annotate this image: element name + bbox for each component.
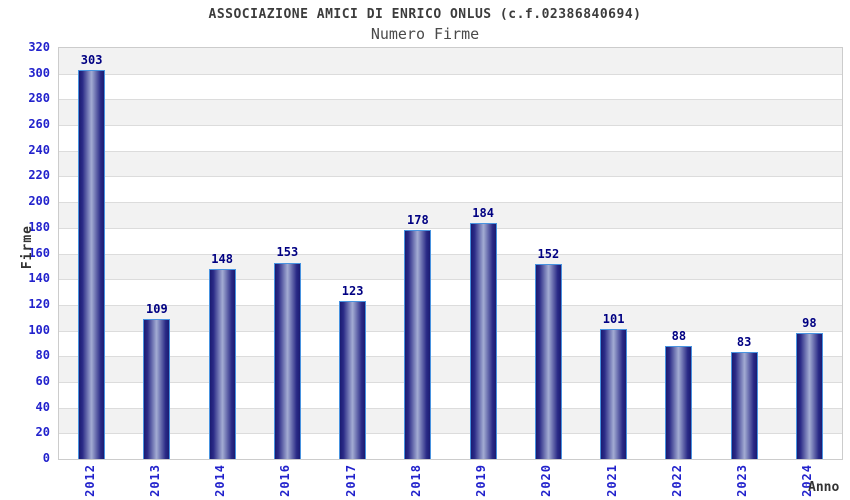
y-tick-label: 180 [28, 219, 50, 234]
grid-band [59, 150, 842, 177]
x-tick-label: 2019 [474, 464, 489, 497]
bar [404, 230, 432, 459]
bar-value-label: 123 [341, 284, 364, 299]
bar-value-label: 153 [276, 245, 299, 260]
x-tick-label: 2017 [343, 464, 358, 497]
bar [339, 301, 367, 459]
y-tick-label: 300 [28, 65, 50, 80]
y-tick-label: 220 [28, 168, 50, 183]
y-tick-label: 80 [35, 348, 50, 363]
y-tick-label: 140 [28, 271, 50, 286]
x-tick-label: 2023 [735, 464, 750, 497]
x-tick-label: 2018 [408, 464, 423, 497]
grid-band [59, 227, 842, 254]
grid-band [59, 99, 842, 126]
grid-band [59, 176, 842, 203]
grid-band [59, 253, 842, 280]
bar-value-label: 98 [802, 316, 817, 331]
bar [78, 69, 106, 459]
bar-value-label: 83 [736, 335, 752, 350]
bar [665, 345, 693, 459]
y-axis-title: Firme [20, 225, 35, 270]
chart-subtitle: Numero Firme [370, 25, 480, 43]
bar [730, 352, 758, 459]
plot-area: 303 109 148 153 123 178 184 152 101 88 83 98 [58, 47, 843, 460]
x-tick-label: 2021 [604, 464, 619, 497]
bar [273, 262, 301, 459]
y-tick-label: 40 [35, 399, 50, 414]
bar-value-label: 303 [80, 52, 103, 67]
y-tick-label: 260 [28, 117, 50, 132]
x-tick-label: 2013 [147, 464, 162, 497]
bar-value-label: 178 [407, 213, 429, 228]
bar [600, 329, 628, 459]
bar [534, 263, 562, 459]
bar [208, 268, 236, 459]
grid-band [59, 202, 842, 228]
bar-value-label: 148 [211, 251, 233, 266]
chart-title: ASSOCIAZIONE AMICI DI ENRICO ONLUS (c.f.… [208, 7, 642, 22]
grid-band [59, 433, 842, 459]
grid-band [59, 330, 842, 357]
y-tick-label: 200 [28, 194, 50, 209]
x-tick-label: 2022 [669, 464, 684, 497]
bar [143, 319, 171, 459]
x-axis-title: Anno [808, 480, 840, 495]
grid-band [59, 125, 842, 151]
y-tick-label: 240 [28, 142, 50, 157]
y-tick-label: 0 [42, 451, 50, 465]
bar-value-label: 88 [671, 328, 687, 343]
bar-value-label: 101 [602, 312, 625, 327]
x-tick-label: 2012 [82, 464, 97, 497]
y-tick-label: 320 [28, 40, 50, 54]
bar-value-label: 184 [472, 205, 494, 220]
y-tick-label: 160 [28, 245, 50, 260]
grid-band [59, 407, 842, 434]
grid-band [59, 73, 842, 100]
grid-band [59, 356, 842, 382]
bar-value-label: 152 [537, 246, 560, 261]
grid-band [59, 304, 842, 331]
bar [795, 333, 823, 459]
bar [469, 222, 497, 459]
y-tick-label: 120 [28, 296, 50, 311]
y-tick-label: 100 [28, 322, 50, 337]
y-tick-label: 60 [35, 373, 50, 388]
y-tick-label: 280 [28, 91, 50, 106]
grid-band [59, 48, 842, 74]
y-tick-label: 20 [35, 425, 50, 440]
bar-value-label: 109 [146, 302, 168, 316]
x-tick-label: 2020 [539, 464, 554, 497]
x-tick-label: 2014 [213, 464, 228, 497]
grid-band [59, 279, 842, 305]
grid-band [59, 381, 842, 408]
x-tick-label: 2016 [278, 464, 293, 497]
